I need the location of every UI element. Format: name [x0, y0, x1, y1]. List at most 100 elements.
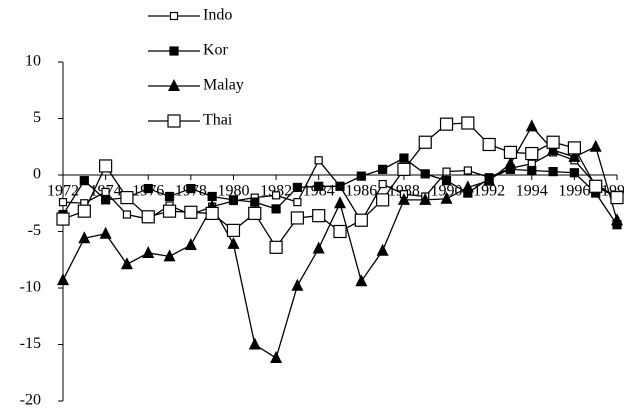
point [418, 135, 432, 149]
legend-marker [168, 79, 180, 91]
point [184, 238, 197, 251]
point [226, 223, 241, 237]
y-tick-label: -15 [20, 335, 41, 352]
point [334, 196, 346, 209]
point [333, 224, 347, 239]
point [397, 192, 410, 205]
point [397, 162, 411, 176]
point [378, 164, 388, 174]
legend-label: Malay [203, 77, 244, 94]
point [292, 182, 302, 193]
point [99, 159, 113, 173]
point [378, 179, 387, 189]
point [355, 274, 368, 287]
point [270, 351, 283, 364]
x-tick-label-shown: 1972 [47, 183, 79, 200]
point [312, 209, 326, 223]
x-tick-label-shown: 1994 [516, 183, 548, 200]
point [589, 179, 603, 193]
legend-label: Thai [203, 112, 233, 129]
point [207, 191, 217, 202]
point [440, 191, 453, 204]
legend-marker [167, 114, 181, 128]
point [271, 204, 281, 214]
point [293, 198, 302, 207]
x-tick-label-shown: 1996 [558, 183, 590, 200]
point [483, 173, 496, 186]
y-tick-label: -20 [20, 392, 41, 409]
point [120, 257, 133, 270]
point [548, 167, 558, 177]
point [228, 195, 239, 205]
point [442, 167, 451, 176]
y-tick-label: 5 [33, 109, 41, 126]
point [248, 337, 261, 350]
point [567, 141, 581, 155]
point [143, 183, 153, 194]
point [99, 226, 112, 239]
point [163, 249, 176, 262]
point [269, 240, 283, 254]
point [568, 149, 581, 162]
x-tick-label-shown: 1980 [217, 183, 249, 200]
y-tick-label: -5 [28, 222, 41, 239]
point [354, 213, 368, 227]
x-tick-label-shown: 1982 [260, 183, 292, 200]
point [271, 191, 281, 200]
point [250, 197, 260, 207]
x-tick-label-shown: 1990 [431, 183, 463, 200]
point [527, 165, 537, 176]
point [101, 195, 111, 205]
point [79, 176, 89, 186]
point [525, 146, 539, 161]
point [205, 206, 219, 221]
y-tick-label: -10 [20, 279, 41, 296]
point [546, 135, 560, 149]
legend-label: Indo [203, 7, 232, 24]
point [77, 204, 91, 218]
point [101, 187, 110, 197]
point [463, 166, 472, 175]
point [376, 193, 390, 207]
point [461, 180, 474, 193]
point [314, 181, 324, 191]
point [56, 212, 70, 226]
point [589, 139, 602, 152]
point [162, 204, 177, 218]
point [376, 243, 389, 256]
point [399, 153, 409, 163]
point [227, 236, 240, 249]
point [569, 168, 579, 178]
point [291, 278, 304, 291]
point [78, 231, 91, 244]
point [141, 210, 155, 224]
point [504, 156, 517, 169]
point [312, 241, 325, 254]
legend-marker [169, 46, 179, 56]
point [503, 145, 518, 159]
point [186, 183, 196, 194]
point [419, 192, 432, 205]
x-tick-label-shown: 1986 [345, 183, 377, 200]
point [248, 206, 262, 221]
point [525, 119, 538, 132]
point [420, 169, 430, 179]
point [57, 273, 69, 286]
point [290, 211, 304, 225]
y-tick-label: 10 [25, 53, 41, 70]
point [164, 191, 175, 202]
point [441, 176, 452, 186]
point [314, 156, 323, 165]
x-tick-label-shown: 1992 [473, 183, 505, 200]
point [120, 191, 134, 205]
point [610, 191, 624, 205]
point [58, 198, 68, 207]
point [482, 137, 496, 152]
point [461, 116, 475, 130]
point [335, 181, 345, 191]
point [356, 171, 366, 181]
point [142, 245, 155, 258]
point [611, 213, 623, 226]
